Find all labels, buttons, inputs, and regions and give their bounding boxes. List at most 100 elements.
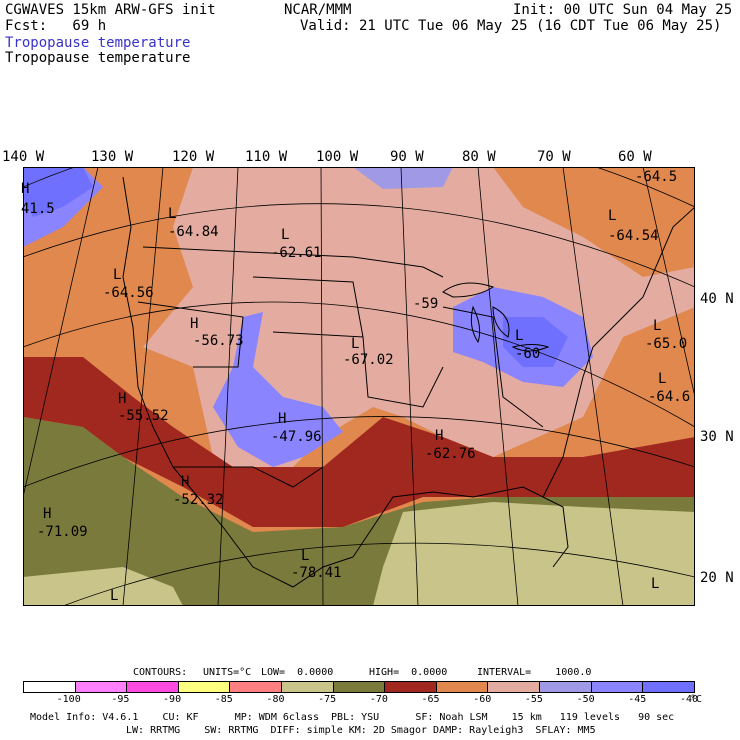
meridian-line [22, 166, 99, 498]
meridian-line [217, 166, 239, 607]
extremum-type: L [653, 318, 662, 334]
legend-tick-label: -70 [369, 694, 388, 705]
extremum-type: H [190, 316, 199, 332]
legend-tick-label: -55 [524, 694, 543, 705]
extremum-type: L [608, 208, 617, 224]
lon-label: 80 W [462, 149, 496, 165]
extremum-type: L [281, 227, 290, 243]
lake-superior [442, 282, 495, 298]
blue-core-great-lakes [503, 317, 568, 367]
meridian-line [320, 166, 324, 607]
legend-tick-label: -90 [163, 694, 182, 705]
lake-erie [511, 344, 550, 352]
extremum-value: -62.61 [271, 245, 322, 261]
low-label: LOW= 0.0000 [261, 667, 334, 678]
legend-tick-label: -65 [421, 694, 440, 705]
legend-tick-label: -50 [576, 694, 595, 705]
mexico-border [173, 466, 324, 488]
model-title: CGWAVES 15km ARW-GFS init [5, 2, 216, 18]
legend-tick-label: -80 [266, 694, 285, 705]
extremum-type: L [113, 267, 122, 283]
extremum-value: 41.5 [21, 201, 55, 217]
extremum-value: -64.5 [635, 169, 678, 185]
extremum-value: -67.02 [343, 352, 394, 368]
legend-swatch [591, 682, 644, 692]
model-info-line-2: LW: RRTMG SW: RRTMG DIFF: simple KM: 2D … [126, 725, 596, 736]
forecast-hour: Fcst: 69 h [5, 18, 107, 34]
lon-label: 90 W [390, 149, 424, 165]
canada-border [142, 246, 444, 278]
map-canvas [22, 121, 696, 607]
legend-swatch [333, 682, 386, 692]
legend-swatch [488, 682, 541, 692]
legend-swatch [540, 682, 592, 692]
legend-swatch [127, 682, 179, 692]
color-legend-bar [23, 681, 695, 693]
legend-unit-label: °C [689, 694, 703, 705]
meridian-line [400, 166, 419, 607]
east-coast [542, 206, 696, 498]
interval-label: INTERVAL= 1000.0 [477, 667, 592, 678]
extremum-value: -60 [515, 346, 541, 362]
extremum-type: L [651, 576, 660, 592]
lon-label: 120 W [172, 149, 215, 165]
extremum-value: -64.6 [648, 389, 691, 405]
great-lakes [442, 282, 550, 352]
extremum-value: -55.52 [118, 408, 169, 424]
lake-michigan [470, 305, 481, 344]
tropopause-temperature-map: H 41.5 L -64.84 L -62.61 L -64.56 H -56.… [21, 121, 696, 607]
legend-tick-label: -60 [473, 694, 492, 705]
contours-label: CONTOURS: [133, 667, 188, 678]
extremum-value: -64.56 [103, 285, 154, 301]
lat-label: 30 N [700, 429, 734, 445]
coastlines [122, 176, 696, 588]
model-info-line-1: Model Info: V4.6.1 CU: KF MP: WDM 6class… [30, 712, 675, 723]
extremum-type: H [278, 411, 287, 427]
legend-swatch [75, 682, 128, 692]
blue-region-plains [213, 312, 343, 467]
lon-label: 130 W [91, 149, 134, 165]
init-time: Init: 00 UTC Sun 04 May 25 [513, 2, 733, 18]
legend-swatch [230, 682, 283, 692]
legend-tick-label: -75 [318, 694, 337, 705]
tan-region-pacific [23, 567, 183, 606]
lat-label: 20 N [700, 570, 734, 586]
state-line [137, 301, 244, 368]
extremum-value: -59 [413, 296, 439, 312]
legend-swatch [282, 682, 334, 692]
extremum-type: L [658, 371, 667, 387]
parallel-line [22, 203, 696, 288]
units-label: UNITS=°C [203, 667, 252, 678]
extremum-type: L [515, 328, 524, 344]
extremum-value: -56.73 [193, 333, 244, 349]
lavender-region-north [353, 167, 453, 189]
legend-tick-label: -95 [111, 694, 130, 705]
field-label-secondary: Tropopause temperature [5, 50, 191, 66]
lon-label: 60 W [618, 149, 652, 165]
valid-time: Valid: 21 UTC Tue 06 May 25 (16 CDT Tue … [300, 18, 722, 34]
lon-label: 70 W [537, 149, 571, 165]
extremum-value: -64.54 [608, 228, 659, 244]
legend-tick-label: -85 [214, 694, 233, 705]
field-label-primary: Tropopause temperature [5, 35, 191, 51]
dark-red-temperature-belt [23, 357, 695, 527]
extremum-value: -52.32 [173, 492, 224, 508]
extremum-value: -71.09 [37, 524, 88, 540]
org-label: NCAR/MMM [284, 2, 352, 18]
extremum-value: -62.76 [425, 446, 476, 462]
lat-label: 40 N [700, 291, 734, 307]
state-line [252, 276, 364, 338]
tan-region-gulf [373, 502, 695, 606]
lon-label: 100 W [316, 149, 359, 165]
parallel-line [22, 416, 696, 488]
meridian-line [642, 166, 696, 398]
legend-swatch [24, 682, 76, 692]
high-label: HIGH= 0.0000 [369, 667, 448, 678]
legend-tick-label: -45 [628, 694, 647, 705]
parallel-line [62, 542, 696, 607]
legend-swatch [178, 682, 231, 692]
meridian-line [122, 166, 164, 607]
map-frame [23, 167, 695, 606]
legend-swatch [436, 682, 489, 692]
legend-swatch [643, 682, 694, 692]
